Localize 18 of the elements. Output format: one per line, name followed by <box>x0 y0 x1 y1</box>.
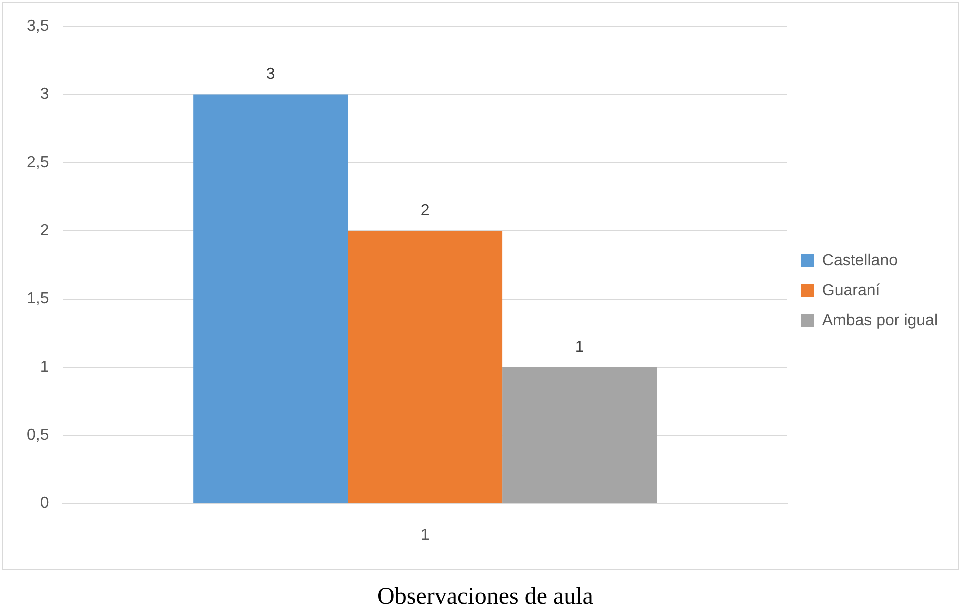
y-tick-label: 2,5 <box>26 154 50 172</box>
data-label: 2 <box>420 202 430 220</box>
y-tick-label: 3,5 <box>26 18 50 36</box>
legend-label: Castellano <box>822 252 898 270</box>
bar <box>502 367 658 504</box>
data-label: 1 <box>575 338 584 356</box>
bar <box>348 231 503 504</box>
y-tick-label: 1 <box>40 358 50 376</box>
text: Observaciones de aula <box>376 584 594 611</box>
bar <box>194 94 348 504</box>
y-tick-label: 2 <box>40 222 50 240</box>
y-tick-label: 3 <box>40 86 50 104</box>
y-tick-label: 0 <box>40 495 50 512</box>
legend-label: Guaraní <box>822 282 881 300</box>
data-label: 3 <box>266 66 276 84</box>
y-tick-label: 1,5 <box>26 290 50 308</box>
y-tick-label: 0,5 <box>26 427 50 444</box>
legend-label: Ambas por igual <box>822 312 938 330</box>
